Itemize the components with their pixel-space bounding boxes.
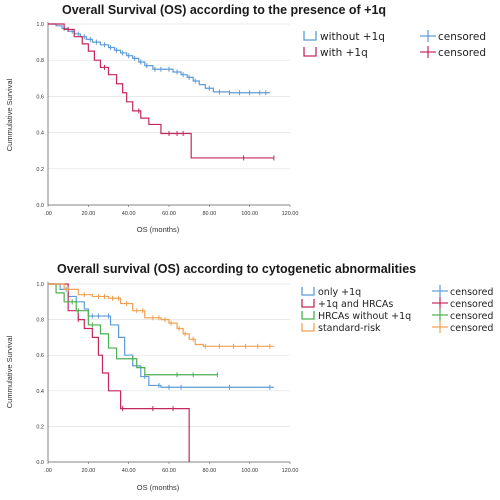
chart-1-legend-marker-1 (303, 31, 317, 41)
chart-2-legend-label-2: +1q and HRCAs (318, 299, 393, 310)
chart-2-series-1-line (48, 283, 274, 388)
chart-1-y-tick-label: 0.0 (36, 203, 44, 209)
chart-1-y-tick-label: 0.4 (36, 131, 44, 137)
chart-1-legend-label-1: without +1q (320, 31, 385, 43)
chart-2-legend: only +1q censored +1q and HRCAs censored HRC… (301, 285, 493, 334)
chart-2-legend-label-1: only +1q (318, 287, 361, 298)
chart-2-x-tick-label: 40.00 (122, 468, 136, 474)
chart-2-x-tick-label: 100.00 (241, 468, 258, 474)
chart-1-legend-label-2: with +1q (320, 47, 368, 59)
chart-1-legend-censored-label-2: censored (438, 47, 486, 59)
chart-2-legend-marker-1 (301, 287, 315, 296)
chart-1-x-tick-label: 60.00 (162, 211, 176, 217)
chart-2-legend-censored-label-4: censored (450, 323, 493, 334)
chart-2-legend-label-3: HRCAs without +1q (318, 311, 411, 322)
chart-1-legend-censored-label-1: censored (438, 31, 486, 43)
chart-1-title: Overall Survival (OS) according to the p… (62, 3, 386, 17)
chart-2-y-tick-label: 0.4 (36, 389, 44, 395)
chart-1-y-tick-label: 0.8 (36, 58, 44, 64)
chart-1: Overall Survival (OS) according to the p… (5, 3, 486, 234)
chart-1-series-1-line (48, 23, 270, 94)
chart-2-series-2-line (48, 283, 190, 462)
chart-1-y-axis-label: Cummulative Survival (5, 78, 14, 151)
chart-1-legend-marker-2 (303, 47, 317, 57)
chart-1-series (48, 23, 275, 161)
chart-1-x-tick-label: 20.00 (81, 211, 95, 217)
chart-2-x-tick-label: 80.00 (202, 468, 216, 474)
chart-2-y-tick-label: 0.6 (36, 353, 44, 359)
chart-2-legend-marker-3 (301, 311, 315, 320)
chart-1-x-axis-label: OS (months) (137, 225, 180, 234)
chart-2-legend-censored-label-3: censored (450, 311, 493, 322)
chart-2-axes: 0.0 0.2 0.4 0.6 0.8 1.0 .00 20.00 40.00 60.00 80.0… (36, 282, 298, 474)
chart-2-y-tick-label: 0.0 (36, 460, 44, 466)
chart-1-x-tick-label: 40.00 (122, 211, 136, 217)
chart-2-legend-censored-label-2: censored (450, 299, 493, 310)
chart-2-series (48, 283, 274, 462)
chart-1-legend: without +1q censored with +1q censored (303, 30, 486, 59)
chart-1-series-2-line (48, 23, 274, 159)
chart-1-y-tick-label: 0.2 (36, 167, 44, 173)
chart-1-x-tick-label: 100.00 (241, 211, 258, 217)
chart-2-legend-label-4: standard-risk (318, 323, 381, 334)
chart-1-x-tick-label: 80.00 (202, 211, 216, 217)
chart-2-y-tick-label: 0.2 (36, 424, 44, 430)
chart-2-legend-censored-label-1: censored (450, 287, 493, 298)
chart-1-x-tick-label: 120.00 (282, 211, 299, 217)
chart-1-y-tick-label: 0.6 (36, 94, 44, 100)
chart-2-x-tick-label: 120.00 (282, 468, 299, 474)
chart-2-series-3-line (48, 283, 218, 376)
chart-2-title: Overall survival (OS) according to cytog… (57, 262, 416, 276)
chart-2-x-axis-label: OS (months) (137, 483, 180, 492)
chart-2: Overall survival (OS) according to cytog… (5, 262, 493, 492)
chart-1-x-tick-label: .00 (44, 211, 52, 217)
chart-2-x-tick-label: .00 (44, 468, 52, 474)
chart-2-y-axis-label: Cummulative Survival (5, 335, 14, 408)
chart-2-series-4-line (48, 283, 274, 347)
chart-2-legend-marker-4 (301, 323, 315, 332)
chart-1-axes: 0.0 0.2 0.4 0.6 0.8 1.0 .00 20.00 40.00 60.00 80.0… (36, 22, 298, 217)
chart-2-x-tick-label: 20.00 (81, 468, 95, 474)
chart-2-legend-marker-2 (301, 299, 315, 308)
chart-2-x-tick-label: 60.00 (162, 468, 176, 474)
chart-2-y-tick-label: 1.0 (36, 282, 44, 288)
chart-1-y-tick-label: 1.0 (36, 22, 44, 28)
chart-2-y-tick-label: 0.8 (36, 318, 44, 324)
